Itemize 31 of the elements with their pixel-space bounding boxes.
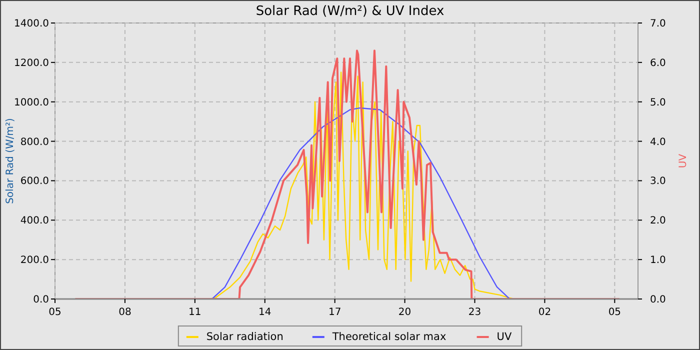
legend-label: Theoretical solar max	[331, 331, 446, 343]
x-tick-label: 08	[118, 307, 132, 318]
legend-label: UV	[496, 331, 512, 343]
y-tick-label: 1400.0	[14, 18, 49, 30]
y2-axis-title: UV	[678, 154, 689, 168]
x-tick-label: 11	[188, 307, 202, 318]
y-tick-label: 600.0	[20, 176, 49, 188]
y-tick-label: 1200.0	[14, 58, 49, 69]
x-tick-label: 23	[468, 307, 482, 318]
y2-tick-label: 5.0	[650, 97, 666, 108]
x-tick-label: 05	[48, 307, 62, 318]
y2-tick-label: 7.0	[650, 18, 666, 30]
y-tick-label: 200.0	[20, 255, 49, 266]
y2-tick-label: 6.0	[650, 58, 666, 69]
legend-label: Solar radiation	[206, 331, 284, 343]
y-tick-label: 800.0	[20, 136, 49, 148]
y2-tick-label: 0.0	[650, 294, 666, 306]
x-tick-label: 14	[258, 307, 272, 318]
y2-tick-label: 1.0	[650, 255, 666, 266]
y2-tick-label: 2.0	[650, 216, 666, 227]
chart-title: Solar Rad (W/m²) & UV Index	[256, 4, 444, 19]
x-tick-label: 17	[328, 307, 342, 318]
y-axis-title: Solar Rad (W/m²)	[5, 118, 16, 204]
y-tick-label: 400.0	[20, 216, 49, 227]
y2-tick-label: 4.0	[650, 136, 666, 148]
x-tick-label: 02	[538, 307, 552, 318]
x-tick-label: 05	[608, 307, 622, 318]
y2-tick-label: 3.0	[650, 176, 666, 188]
x-tick-label: 20	[398, 307, 412, 318]
y-tick-label: 0.0	[33, 294, 49, 306]
y-tick-label: 1000.0	[14, 97, 49, 108]
